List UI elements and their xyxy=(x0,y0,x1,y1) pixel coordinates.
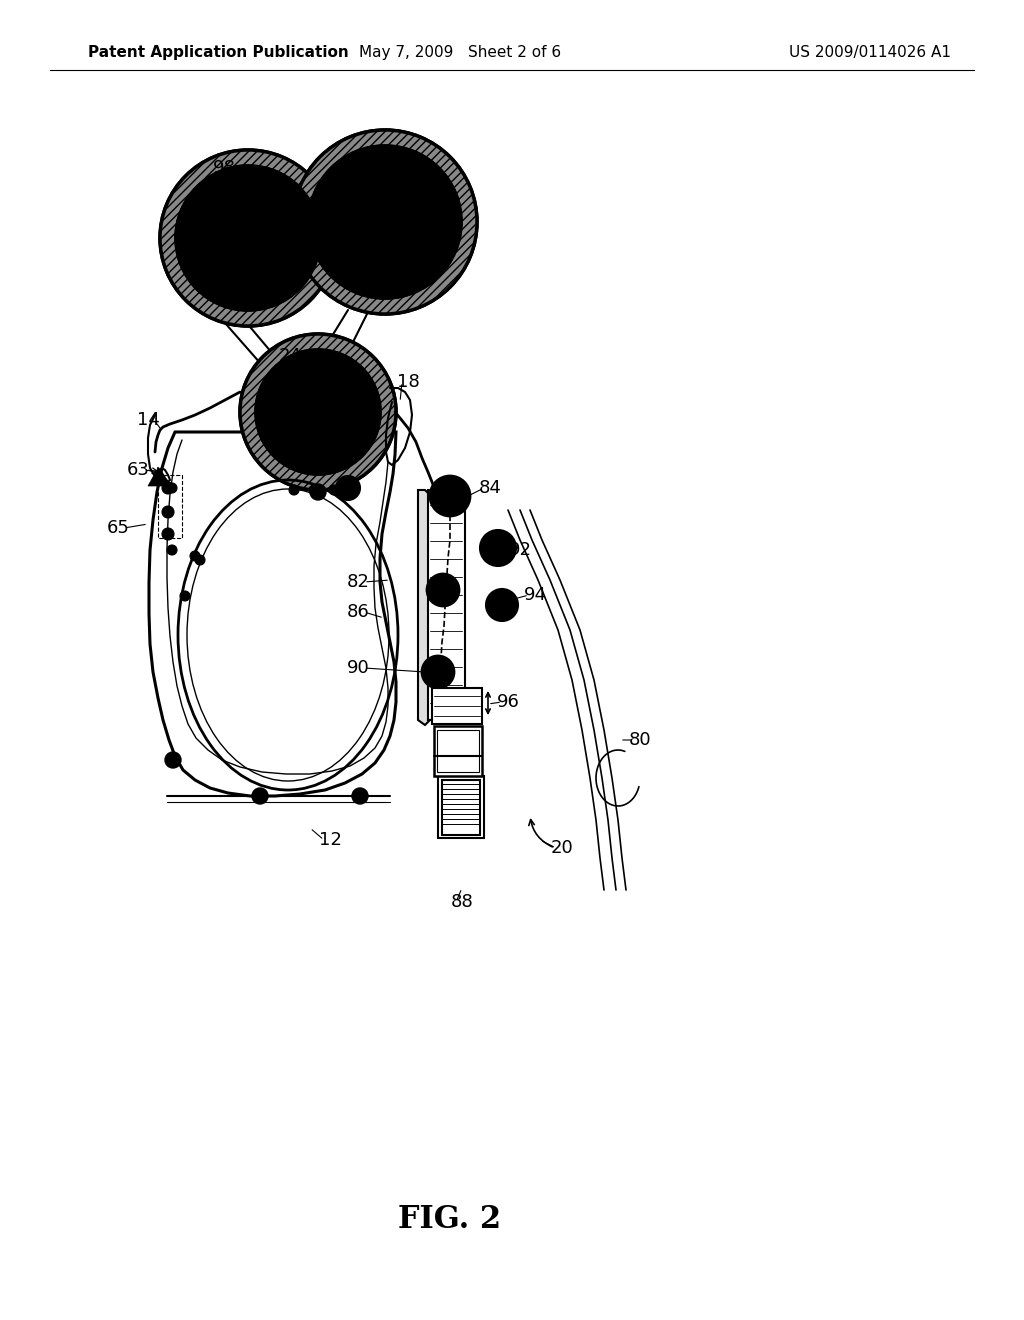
Wedge shape xyxy=(293,129,477,314)
Circle shape xyxy=(435,669,441,675)
Text: FIG. 2: FIG. 2 xyxy=(398,1204,502,1236)
Circle shape xyxy=(422,656,454,688)
Bar xyxy=(442,780,480,836)
Circle shape xyxy=(488,539,508,558)
Wedge shape xyxy=(160,150,336,326)
Circle shape xyxy=(166,532,170,536)
Circle shape xyxy=(167,545,177,554)
Circle shape xyxy=(166,510,170,513)
Circle shape xyxy=(170,756,176,763)
Text: US 2009/0114026 A1: US 2009/0114026 A1 xyxy=(790,45,951,59)
Text: 12: 12 xyxy=(318,832,341,849)
Circle shape xyxy=(357,793,362,799)
Circle shape xyxy=(440,587,446,593)
Polygon shape xyxy=(418,490,430,725)
Text: 24: 24 xyxy=(279,347,301,366)
Circle shape xyxy=(167,483,177,492)
Bar xyxy=(438,776,484,838)
Polygon shape xyxy=(148,469,170,486)
Circle shape xyxy=(352,788,368,804)
Circle shape xyxy=(162,528,174,540)
Text: 96: 96 xyxy=(497,693,519,711)
Circle shape xyxy=(166,486,170,490)
Circle shape xyxy=(430,664,446,680)
Circle shape xyxy=(309,147,461,298)
Text: 63: 63 xyxy=(127,461,150,479)
Text: 65: 65 xyxy=(106,519,129,537)
Text: 98: 98 xyxy=(213,158,236,177)
Circle shape xyxy=(480,531,516,566)
Text: 99: 99 xyxy=(348,158,372,177)
Bar xyxy=(434,726,482,776)
Circle shape xyxy=(165,752,181,768)
Circle shape xyxy=(430,477,470,516)
Text: 88: 88 xyxy=(451,894,473,911)
Circle shape xyxy=(180,591,190,601)
Text: 90: 90 xyxy=(347,659,370,677)
Circle shape xyxy=(293,129,477,314)
Circle shape xyxy=(486,589,518,620)
Text: 92: 92 xyxy=(509,541,531,558)
Polygon shape xyxy=(428,490,465,719)
Text: May 7, 2009   Sheet 2 of 6: May 7, 2009 Sheet 2 of 6 xyxy=(359,45,561,59)
Circle shape xyxy=(190,550,200,561)
Text: 80: 80 xyxy=(629,731,651,748)
Text: 94: 94 xyxy=(523,586,547,605)
Bar xyxy=(432,688,482,723)
Circle shape xyxy=(256,350,380,474)
Circle shape xyxy=(162,506,174,517)
Circle shape xyxy=(494,544,502,552)
Circle shape xyxy=(309,484,319,495)
Circle shape xyxy=(176,166,319,310)
Circle shape xyxy=(342,482,354,494)
Circle shape xyxy=(435,582,451,598)
Circle shape xyxy=(195,554,205,565)
Circle shape xyxy=(257,793,263,799)
Text: 86: 86 xyxy=(347,603,370,620)
Circle shape xyxy=(310,484,326,500)
Text: 18: 18 xyxy=(396,374,420,391)
Circle shape xyxy=(336,477,360,500)
Text: 20: 20 xyxy=(551,840,573,857)
Text: 84: 84 xyxy=(478,479,502,498)
Circle shape xyxy=(440,486,460,506)
Circle shape xyxy=(240,334,396,490)
Circle shape xyxy=(329,484,339,495)
Text: 82: 82 xyxy=(346,573,370,591)
Circle shape xyxy=(427,574,459,606)
Circle shape xyxy=(162,482,174,494)
Circle shape xyxy=(160,150,336,326)
Bar xyxy=(437,730,479,772)
Circle shape xyxy=(252,788,268,804)
Circle shape xyxy=(289,484,299,495)
Text: 14: 14 xyxy=(136,411,160,429)
Polygon shape xyxy=(150,432,396,796)
Circle shape xyxy=(446,492,454,500)
Circle shape xyxy=(494,597,510,612)
Text: Patent Application Publication: Patent Application Publication xyxy=(88,45,349,59)
Wedge shape xyxy=(240,334,396,490)
